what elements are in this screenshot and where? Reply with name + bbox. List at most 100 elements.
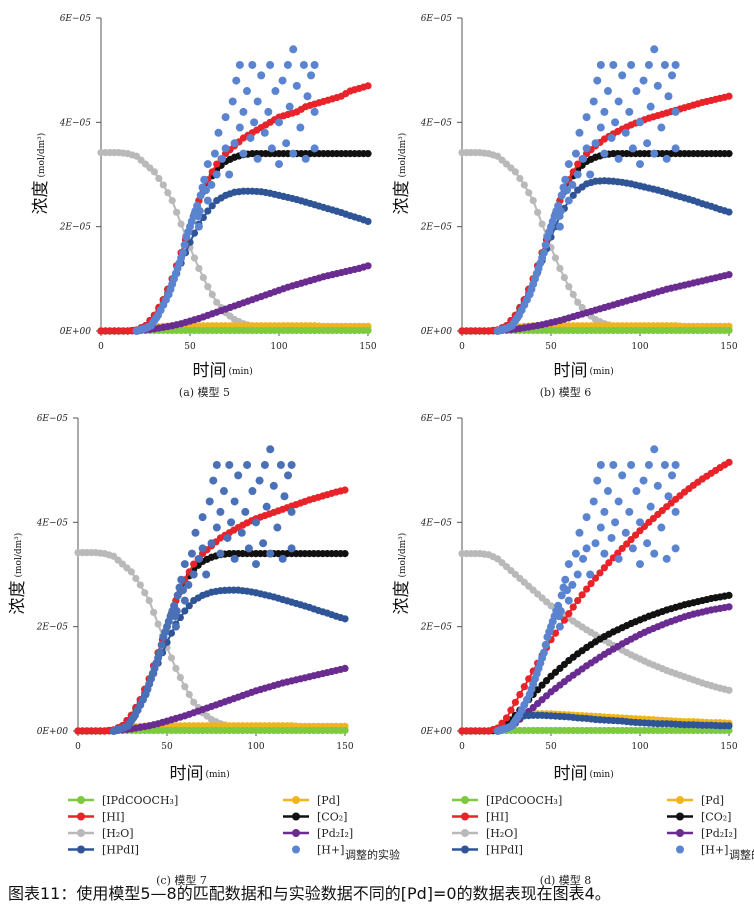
data-point-HPdI	[569, 191, 577, 199]
data-point-Hplus	[155, 648, 164, 657]
legend-item-Hplus: [H+]调整的实验	[292, 844, 400, 862]
data-point-Hplus	[557, 591, 566, 600]
data-point-Hplus	[600, 149, 609, 158]
x-axis-label: 时间	[554, 361, 588, 381]
y-tick-label: 6E−05	[421, 414, 453, 424]
data-point-Hplus	[207, 539, 216, 548]
data-point-Hplus	[568, 580, 577, 589]
data-point-Hplus	[614, 554, 623, 563]
data-point-HI	[502, 714, 511, 722]
legend-label: [Pd]	[317, 794, 340, 807]
legend-item-Pd2I2: [Pd₂I₂]	[667, 827, 737, 840]
legend-marker	[77, 812, 85, 821]
data-point-HPdI	[204, 207, 212, 215]
figure-caption: 图表11：使用模型5—8的匹配数据和与实验数据不同的[Pd]=0的数据表现在图表…	[8, 884, 611, 903]
data-point-Hplus	[573, 170, 582, 179]
data-point-H2O	[181, 683, 189, 691]
legend-label: [IPdCOOCH₃]	[486, 794, 562, 807]
data-point-Hplus	[212, 460, 221, 469]
data-point-H2O	[569, 290, 577, 299]
data-point-H2O	[127, 568, 135, 576]
x-axis-label: 时间	[193, 361, 227, 381]
data-point-Hplus	[194, 222, 203, 231]
data-point-Hplus	[657, 123, 666, 132]
legend-label: [H+]	[317, 844, 344, 857]
data-point-Hplus	[650, 445, 659, 454]
data-point-H2O	[520, 181, 528, 189]
legend-item-Pd2I2: [Pd₂I₂]	[283, 827, 353, 840]
data-point-H2O	[574, 298, 582, 306]
x-tick-label: 150	[359, 342, 376, 352]
data-point-Hplus	[179, 586, 188, 595]
data-point-Hplus	[609, 460, 618, 469]
data-point-H2O	[190, 254, 199, 262]
y-tick-label: 0E+00	[60, 327, 92, 337]
data-point-Hplus	[157, 640, 166, 649]
x-tick-label: 50	[184, 342, 196, 352]
data-point-Hplus	[596, 123, 605, 132]
data-point-H2O	[195, 264, 203, 272]
x-axis-label: 时间	[554, 764, 588, 784]
x-tick-label: 150	[336, 742, 353, 752]
data-point-Hplus	[586, 170, 595, 179]
data-point-Hplus	[269, 481, 278, 490]
data-point-Hplus	[219, 487, 228, 496]
data-point-Hplus	[232, 76, 241, 85]
data-point-Hplus	[653, 481, 662, 490]
data-point-Hplus	[210, 149, 219, 158]
data-point-Hplus	[271, 87, 280, 96]
legend-marker	[292, 796, 300, 804]
data-point-Hplus	[225, 170, 234, 179]
data-point-IPdCOOCH3	[364, 326, 372, 335]
legend-label: [IPdCOOCH₃]	[102, 794, 178, 807]
data-point-Hplus	[586, 570, 595, 579]
data-point-Hplus	[653, 81, 662, 90]
series-Hplus-experimental	[109, 445, 296, 735]
data-point-Hplus	[575, 128, 584, 137]
data-point-Hplus	[650, 549, 659, 558]
y-axis-label: 浓度	[31, 181, 51, 215]
series-HPdI	[97, 187, 372, 335]
data-point-Hplus	[609, 60, 618, 69]
data-point-Hplus	[582, 513, 591, 522]
data-point-Hplus	[582, 544, 591, 553]
data-point-Hplus	[289, 45, 298, 54]
data-point-Hplus	[571, 149, 580, 158]
legend-label: [Pd]	[701, 794, 724, 807]
y-axis-label-group: 浓度 (mol/dm³)	[392, 533, 412, 615]
y-tick-label: 4E−05	[59, 118, 92, 128]
data-point-Hplus	[189, 570, 198, 579]
y-axis-unit: (mol/dm³)	[397, 533, 408, 578]
data-point-Hplus	[252, 518, 260, 527]
legend: [IPdCOOCH₃] [HI] [H₂O] [HPdI] [Pd] [CO₂] [Pd₂I…	[68, 794, 400, 862]
legend: [IPdCOOCH₃] [HI] [H₂O] [HPdI] [Pd] [CO₂] [Pd₂I…	[452, 794, 754, 862]
data-point-Hplus	[591, 539, 600, 548]
x-axis-label: 时间	[170, 764, 204, 784]
legend-item-HPdI: [HPdI]	[68, 844, 139, 857]
data-point-Hplus	[628, 144, 637, 153]
data-point-Hplus	[618, 71, 627, 80]
data-point-Hplus	[310, 144, 319, 153]
legend-label-suffix: 调整的实验	[345, 848, 400, 862]
data-point-Hplus	[203, 196, 212, 205]
data-point-Hplus	[541, 640, 550, 649]
data-point-Hplus	[275, 160, 283, 169]
data-point-Hplus	[600, 107, 609, 116]
data-point-Hplus	[252, 560, 260, 569]
panel-caption: (c) 模型 7	[156, 873, 207, 887]
data-point-Hplus	[172, 607, 181, 616]
y-tick-label: 4E−05	[420, 118, 453, 128]
data-point-HI	[627, 535, 635, 544]
legend-marker	[77, 845, 85, 854]
data-point-HI	[520, 683, 528, 691]
data-point-Hplus	[237, 528, 246, 537]
data-point-H2O	[136, 581, 144, 589]
data-point-HPdI	[364, 217, 372, 226]
data-point-Hplus	[273, 523, 282, 532]
data-point-Hplus	[596, 60, 605, 69]
data-point-HPdI	[208, 202, 216, 210]
data-point-HI	[574, 596, 582, 605]
data-point-Hplus	[636, 518, 644, 527]
data-point-Hplus	[307, 71, 316, 80]
data-point-Hplus	[244, 544, 253, 553]
